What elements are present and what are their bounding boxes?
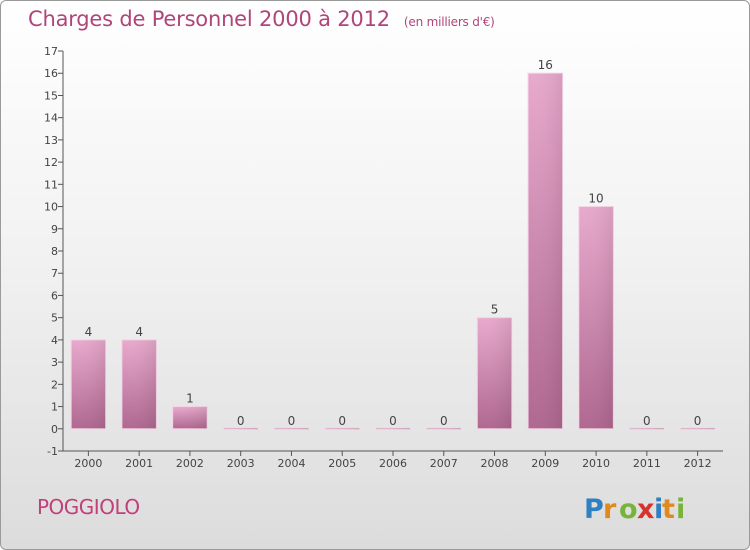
y-tick-label: 6 xyxy=(51,289,58,302)
bar-shade xyxy=(528,73,563,429)
x-tick-label: 2004 xyxy=(277,457,305,470)
y-tick-label: 15 xyxy=(44,89,58,102)
bar-shade xyxy=(426,428,462,430)
y-tick-label: 17 xyxy=(44,45,58,58)
x-tick-label: 2011 xyxy=(633,457,661,470)
logo-letter: o xyxy=(619,494,638,525)
x-tick-label: 2008 xyxy=(481,457,509,470)
x-tick-label: 2001 xyxy=(125,457,153,470)
logo-letter: i xyxy=(654,494,663,525)
y-tick-label: 1 xyxy=(51,401,58,414)
bar-shade xyxy=(324,428,360,430)
y-tick-label: 16 xyxy=(44,67,58,80)
data-label: 0 xyxy=(440,414,448,428)
bar-shade xyxy=(71,339,106,429)
y-tick-label: 9 xyxy=(51,223,58,236)
y-tick-label: 11 xyxy=(44,178,58,191)
x-tick-label: 2007 xyxy=(430,457,458,470)
bar-shade xyxy=(477,317,512,429)
logo-letter: i xyxy=(676,494,685,525)
y-tick-label: 7 xyxy=(51,267,58,280)
x-tick-label: 2010 xyxy=(582,457,610,470)
chart-title-text: Charges de Personnel 2000 à 2012 xyxy=(28,7,390,31)
bar-shade xyxy=(274,428,309,430)
logo-letter: t xyxy=(662,494,675,525)
commune-name: POGGIOLO xyxy=(37,495,140,519)
y-tick-label: 5 xyxy=(51,312,58,325)
y-tick-label: 0 xyxy=(51,423,58,436)
y-tick-label: 4 xyxy=(51,334,58,347)
x-tick-label: 2006 xyxy=(379,457,407,470)
y-tick-label: 14 xyxy=(44,112,58,125)
bar-shade xyxy=(121,339,157,429)
data-label: 4 xyxy=(85,325,93,339)
data-label: 0 xyxy=(288,414,296,428)
x-tick-label: 2012 xyxy=(684,457,712,470)
y-tick-label: 10 xyxy=(44,201,58,214)
y-tick-label: 8 xyxy=(51,245,58,258)
y-tick-label: -1 xyxy=(47,445,58,458)
y-tick-label: 2 xyxy=(51,378,58,391)
proxiti-logo[interactable]: P r o x i t i xyxy=(583,489,693,529)
chart-title: Charges de Personnel 2000 à 2012 (en mill… xyxy=(28,7,495,31)
data-label: 0 xyxy=(389,414,397,428)
y-tick-label: 13 xyxy=(44,134,58,147)
data-label: 1 xyxy=(186,392,194,406)
y-tick-label: 3 xyxy=(51,356,58,369)
x-axis: 2000 2001 2002 2003 2004 2005 2006 2007 2008 2009… xyxy=(63,450,723,470)
data-label: 10 xyxy=(588,192,603,206)
data-label: 0 xyxy=(338,414,346,428)
data-label: 16 xyxy=(538,58,553,72)
bar-shade xyxy=(223,428,258,430)
x-tick-label: 2009 xyxy=(531,457,559,470)
logo-letter: P xyxy=(584,494,604,525)
x-tick-label: 2002 xyxy=(176,457,204,470)
logo-letter: r xyxy=(603,494,617,525)
data-label: 5 xyxy=(491,303,499,317)
data-label: 0 xyxy=(237,414,245,428)
bar-shade xyxy=(578,206,614,429)
x-tick-label: 2005 xyxy=(328,457,356,470)
logo-letter: x xyxy=(637,494,654,525)
bar-shade xyxy=(172,406,208,429)
data-label: 4 xyxy=(135,325,143,339)
data-label: 0 xyxy=(643,414,651,428)
bar-shade xyxy=(629,428,665,430)
chart-subtitle: (en milliers d'€) xyxy=(403,15,495,29)
x-tick-label: 2000 xyxy=(74,457,102,470)
x-tick-label: 2003 xyxy=(227,457,255,470)
bar-shade xyxy=(680,428,715,430)
bar-shade xyxy=(375,428,411,430)
y-tick-label: 12 xyxy=(44,156,58,169)
data-label: 0 xyxy=(694,414,702,428)
